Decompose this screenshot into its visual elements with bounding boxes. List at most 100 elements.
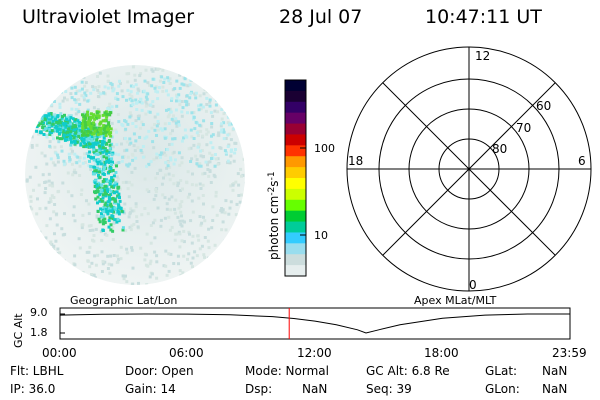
haze-speckle [115,175,119,179]
haze-speckle [106,267,110,270]
aurora-arc-speckle [47,126,51,130]
aurora-arc-speckle [95,166,99,170]
haze-speckle [26,230,30,234]
haze-speckle [199,129,203,133]
haze-speckle [101,160,104,164]
aurora-arc-speckle [108,170,112,173]
aurora-core-speckle [108,132,111,136]
aurora-core-speckle [81,125,85,129]
aurora-core-speckle [89,122,93,126]
haze-speckle [191,265,194,269]
haze-speckle [160,182,164,186]
haze-speckle [217,71,221,75]
aurora-speckle [114,96,118,100]
aurora-arc-speckle [92,145,96,149]
haze-speckle [37,258,41,262]
aurora-speckle [56,156,60,160]
haze-speckle [178,103,182,107]
haze-speckle [180,200,184,204]
haze-speckle [234,246,238,250]
haze-speckle [97,85,101,89]
aurora-arc-speckle [67,127,71,131]
haze-speckle [162,264,166,268]
aurora-speckle [196,145,200,149]
aurora-arc-speckle [98,151,102,155]
haze-speckle [168,143,171,146]
haze-speckle [242,89,245,92]
aurora-arc-speckle [45,116,49,120]
haze-speckle [237,194,241,197]
mlt-label-6: 6 [578,154,586,168]
haze-speckle [43,181,47,184]
haze-speckle [232,72,236,76]
haze-speckle [78,246,82,250]
haze-speckle [218,268,222,272]
haze-speckle [119,245,123,249]
aurora-arc-speckle [97,159,101,163]
haze-speckle [70,194,74,198]
haze-speckle [145,232,149,236]
haze-speckle [72,205,76,209]
haze-speckle [53,232,56,236]
colorbar-band [285,199,306,212]
timeline-right-label: Apex MLat/MLT [414,294,497,307]
haze-speckle [82,75,86,79]
aurora-arc-speckle [49,112,53,115]
haze-speckle [228,206,232,210]
haze-speckle [169,208,173,212]
aurora-speckle [148,110,152,114]
haze-speckle [209,69,213,72]
haze-speckle [73,254,77,258]
aurora-speckle [167,122,171,125]
aurora-speckle [128,162,132,166]
aurora-speckle [210,157,213,160]
haze-speckle [51,161,55,165]
haze-speckle [178,163,182,167]
haze-speckle [36,109,40,113]
haze-speckle [200,270,204,274]
aurora-speckle [150,84,154,88]
aurora-core-speckle [81,123,85,126]
haze-speckle [243,203,245,207]
aurora-arc-speckle [69,143,73,147]
haze-speckle [38,230,42,234]
aurora-speckle [182,83,186,87]
aurora-arc-speckle [35,125,39,129]
haze-speckle [184,74,188,77]
aurora-arc-speckle [56,115,60,119]
haze-speckle [178,203,182,206]
haze-speckle [96,108,100,112]
aurora-speckle [160,75,164,79]
aurora-arc-speckle [101,193,105,197]
haze-speckle [44,206,48,210]
aurora-arc-speckle [115,190,119,194]
haze-speckle [184,281,188,285]
haze-speckle [180,214,183,218]
aurora-speckle [82,156,86,160]
aurora-speckle [177,93,181,97]
aurora-speckle [153,128,157,132]
haze-speckle [122,277,126,281]
haze-speckle [221,262,225,266]
haze-speckle [48,183,52,187]
aurora-arc-speckle [113,191,116,195]
aurora-speckle [155,134,158,137]
aurora-arc-speckle [101,172,105,176]
haze-speckle [222,112,226,116]
haze-speckle [232,262,236,266]
aurora-speckle [117,153,121,157]
haze-speckle [191,256,195,260]
haze-speckle [171,129,174,133]
aurora-core-speckle [98,127,102,131]
haze-speckle [88,245,92,249]
aurora-speckle [80,80,84,84]
haze-speckle [244,181,245,185]
haze-speckle [41,258,45,262]
haze-speckle [37,183,41,187]
haze-speckle [199,107,203,111]
haze-speckle [103,281,107,285]
aurora-arc-speckle [68,132,72,136]
aurora-speckle [145,164,149,168]
aurora-speckle [69,114,73,118]
aurora-speckle [192,117,195,121]
